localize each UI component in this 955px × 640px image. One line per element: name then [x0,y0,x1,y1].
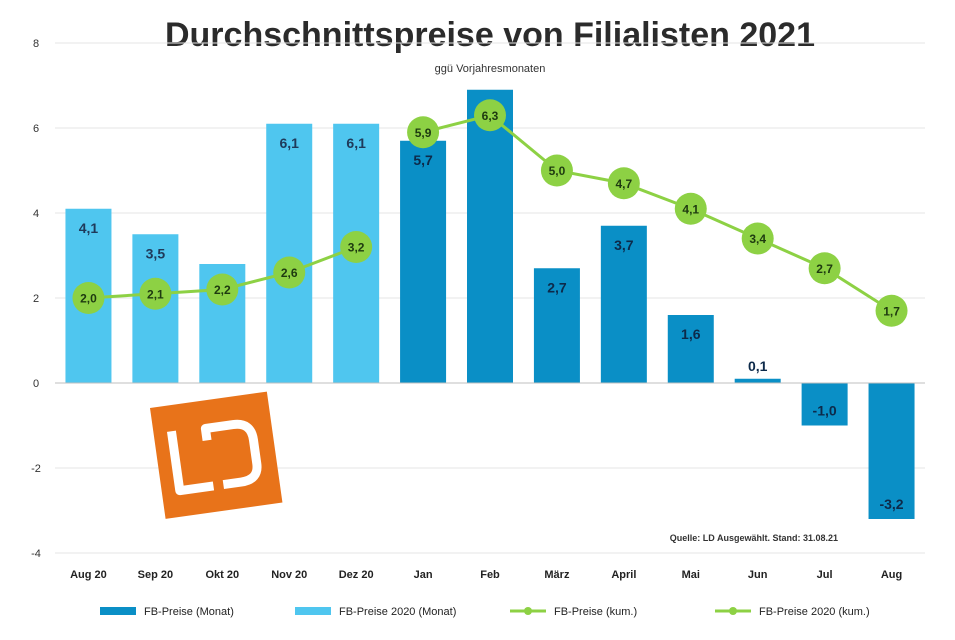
point-label: 2,1 [147,287,164,301]
x-tick-label: Aug [881,569,902,581]
source-note: Quelle: LD Ausgewählt. Stand: 31.08.21 [670,533,838,543]
line-point [206,273,239,306]
bar [400,140,447,383]
point-label: 4,7 [616,177,633,191]
bar-label: 1,6 [681,326,701,342]
x-tick-label: Mai [682,569,700,581]
chart-subtitle: ggü Vorjahresmonaten [435,63,546,75]
y-tick-label: 6 [33,123,39,135]
bar-label: -3,2 [879,496,903,512]
x-tick-label: Okt 20 [205,569,239,581]
line-point [540,154,573,187]
bar-label: 2,7 [547,279,567,295]
y-tick-label: -2 [31,463,41,475]
chart-title: Durchschnittspreise von Filialisten 2021 [165,16,815,54]
line-point [808,252,841,285]
point-label: 2,7 [816,262,833,276]
line-point [340,231,373,263]
bar [266,123,313,383]
line-point [875,294,908,327]
point-label: 4,1 [682,202,699,216]
point-label: 3,2 [348,241,365,255]
logo [150,391,283,519]
line-point [474,99,506,132]
x-tick-label: Feb [480,569,500,581]
y-tick-label: 0 [33,378,39,390]
bar-label: 3,7 [614,237,634,253]
y-tick-label: -4 [31,548,41,560]
bar-label: 3,5 [146,245,166,261]
line-point [72,282,105,314]
x-tick-label: Nov 20 [271,569,307,581]
bar [801,383,848,426]
x-tick-label: Dez 20 [339,569,374,581]
bar-label: 6,1 [279,135,299,151]
bar-label: -1,0 [813,403,837,419]
x-tick-label: Aug 20 [70,569,107,581]
x-tick-label: Sep 20 [138,569,173,581]
x-tick-label: März [544,569,570,581]
line-point [139,277,172,310]
y-tick-label: 8 [33,38,39,50]
bar [734,378,781,383]
legend-label: FB-Preise 2020 (Monat) [339,606,456,618]
bar-label: 0,1 [748,358,768,374]
bar-label: 4,1 [79,220,99,236]
x-tick-label: April [611,569,636,581]
legend-label: FB-Preise (Monat) [144,606,234,618]
legend-swatch [295,607,331,615]
legend-marker [729,607,737,615]
point-label: 2,6 [281,266,298,280]
legend-label: FB-Preise 2020 (kum.) [759,606,870,618]
y-tick-label: 2 [33,293,39,305]
bar [533,268,580,383]
legend-marker [524,607,532,615]
bar [467,89,513,383]
bar [667,315,714,383]
point-label: 6,3 [482,109,499,123]
legend-label: FB-Preise (kum.) [554,606,637,618]
logo-mark [166,419,262,496]
point-label: 2,0 [80,292,97,306]
line-point [674,192,707,225]
bar [600,225,647,383]
bar-label: 6,1 [346,135,366,151]
bar [868,383,915,519]
logo-background [150,391,283,519]
point-label: 1,7 [883,304,900,318]
point-label: 3,4 [749,232,766,246]
point-label: 5,0 [549,164,566,178]
point-label: 2,2 [214,283,231,297]
x-tick-label: Jun [748,569,768,581]
point-label: 5,9 [415,126,432,140]
line-point [607,167,640,200]
legend-swatch [100,607,136,615]
bar-label: 5,7 [413,152,433,168]
line-point [741,222,774,255]
x-tick-label: Jan [414,569,433,581]
x-tick-label: Jul [817,569,833,581]
line-point [273,256,306,289]
y-tick-label: 4 [33,208,39,220]
line-point [407,116,440,149]
